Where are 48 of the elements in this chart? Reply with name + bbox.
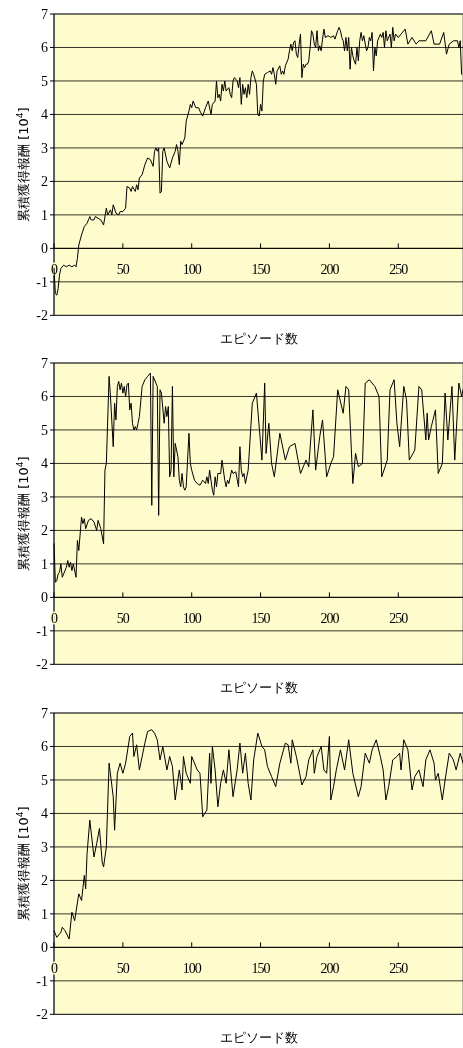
x-axis-title: エピソード数 bbox=[219, 331, 298, 347]
x-tick-label: 50 bbox=[116, 262, 130, 278]
y-tick-label: 1 bbox=[41, 557, 48, 573]
x-tick-label: 50 bbox=[116, 961, 130, 977]
x-tick-label: 150 bbox=[251, 262, 271, 278]
y-tick-label: 0 bbox=[41, 940, 48, 956]
y-tick-label: 5 bbox=[41, 772, 48, 788]
y-tick-label: 4 bbox=[41, 806, 48, 822]
y-tick-label: 7 bbox=[41, 356, 48, 372]
y-tick-label: 1 bbox=[41, 207, 48, 223]
y-tick-label: -2 bbox=[36, 657, 48, 673]
y-tick-label: 7 bbox=[41, 7, 48, 22]
y-tick-label: -1 bbox=[36, 274, 48, 290]
y-tick-label: 1 bbox=[41, 906, 48, 922]
x-tick-label: 150 bbox=[251, 961, 271, 977]
y-tick-label: 2 bbox=[41, 174, 48, 190]
y-tick-label: 3 bbox=[41, 839, 48, 855]
y-tick-label: 5 bbox=[41, 73, 48, 89]
x-tick-label: 100 bbox=[182, 961, 202, 977]
y-tick-label: 6 bbox=[41, 739, 48, 755]
y-tick-label: 2 bbox=[41, 873, 48, 889]
x-tick-label: 150 bbox=[251, 611, 271, 627]
x-tick-label: 100 bbox=[182, 611, 202, 627]
y-tick-label: 0 bbox=[41, 241, 48, 257]
x-tick-label: 200 bbox=[320, 611, 340, 627]
y-tick-label: 6 bbox=[41, 40, 48, 56]
x-tick-label: 250 bbox=[389, 961, 409, 977]
y-tick-label: -1 bbox=[36, 624, 48, 640]
y-tick-label: 2 bbox=[41, 523, 48, 539]
y-tick-label: 3 bbox=[41, 140, 48, 156]
x-axis-title: エピソード数 bbox=[219, 1029, 298, 1045]
y-tick-label: 4 bbox=[41, 107, 48, 123]
y-tick-label: 3 bbox=[41, 490, 48, 506]
y-tick-label: 4 bbox=[41, 456, 48, 472]
x-tick-label: 200 bbox=[320, 262, 340, 278]
y-tick-label: 7 bbox=[41, 705, 48, 721]
x-tick-label: 100 bbox=[182, 262, 202, 278]
x-tick-label: 250 bbox=[389, 611, 409, 627]
x-axis-title: エピソード数 bbox=[219, 680, 298, 696]
y-tick-label: -1 bbox=[36, 973, 48, 989]
y-tick-label: -2 bbox=[36, 1006, 48, 1022]
y-tick-label: 0 bbox=[41, 590, 48, 606]
y-tick-label: 6 bbox=[41, 389, 48, 405]
y-tick-label: 5 bbox=[41, 423, 48, 439]
x-tick-label: 200 bbox=[320, 961, 340, 977]
x-tick-label: 50 bbox=[116, 611, 130, 627]
x-tick-label: 250 bbox=[389, 262, 409, 278]
y-tick-label: -2 bbox=[36, 308, 48, 324]
